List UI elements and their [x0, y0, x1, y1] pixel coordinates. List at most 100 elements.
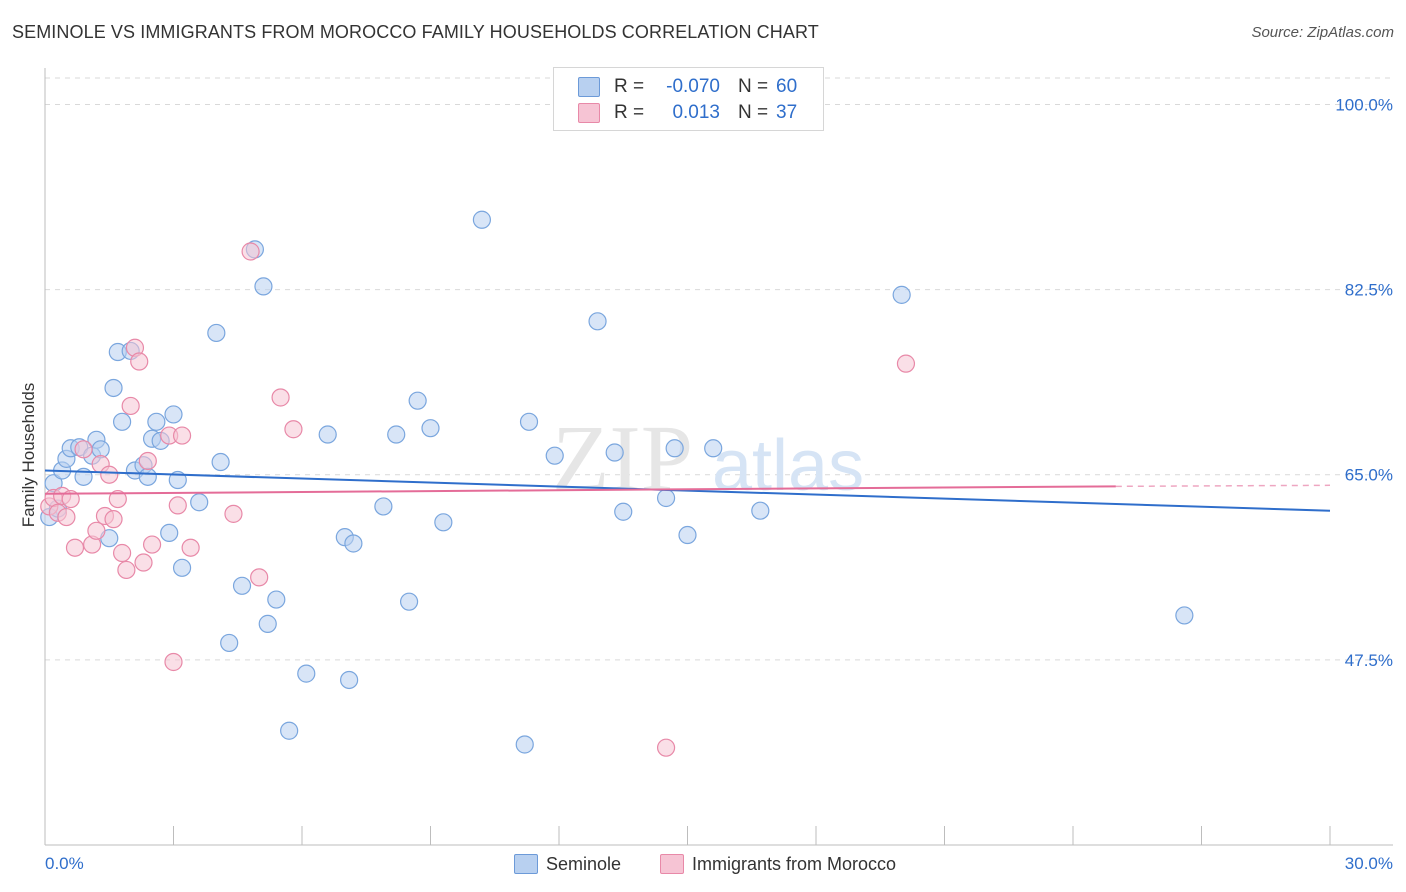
morocco-point: [656, 738, 676, 757]
seminole-point: [280, 721, 299, 740]
seminole-point: [545, 446, 564, 465]
morocco-point: [168, 496, 187, 515]
seminole-point: [220, 633, 239, 653]
morocco-point: [896, 354, 916, 373]
morocco-point: [134, 553, 153, 572]
r-label: R =: [614, 76, 645, 97]
seminole-r-value: -0.070: [666, 76, 720, 97]
morocco-trend-extension: [1115, 484, 1331, 488]
seminole-point: [515, 735, 534, 754]
seminole-point: [190, 493, 209, 512]
morocco-point: [181, 538, 200, 557]
seminole-point: [104, 378, 123, 398]
n-label: N =: [738, 102, 769, 123]
seminole-point: [318, 425, 337, 444]
morocco-trend-line: [44, 485, 1116, 495]
morocco-point: [142, 535, 162, 554]
morocco-point: [112, 543, 132, 563]
seminole-point: [892, 285, 911, 304]
x-tick-label: 0.0%: [45, 854, 84, 873]
morocco-point: [271, 388, 290, 407]
seminole-point: [147, 412, 166, 431]
morocco-point: [130, 352, 149, 371]
seminole-point: [588, 312, 607, 331]
seminole-point: [605, 443, 624, 462]
gridlines: [45, 77, 1393, 661]
morocco-point: [284, 420, 303, 439]
seminole-point: [472, 210, 491, 229]
seminole-point: [340, 670, 359, 690]
morocco-n-value: 37: [776, 102, 798, 123]
seminole-point: [434, 513, 453, 532]
seminole-point: [258, 614, 277, 633]
y-tick-label: 47.5%: [1345, 651, 1393, 670]
x-tick-label: 30.0%: [1345, 854, 1393, 873]
morocco-legend-label: Immigrants from Morocco: [692, 853, 897, 874]
morocco-point: [172, 426, 192, 445]
r-label: R =: [614, 102, 645, 123]
seminole-swatch: [514, 854, 538, 874]
seminole-point: [254, 277, 273, 296]
seminole-point: [665, 439, 684, 458]
seminole-point: [408, 391, 427, 410]
seminole-point: [751, 501, 770, 520]
seminole-point: [399, 592, 419, 611]
seminole-point: [211, 452, 230, 472]
morocco-point: [108, 489, 127, 509]
morocco-point: [138, 451, 157, 471]
morocco-point: [250, 568, 269, 587]
seminole-point: [704, 439, 723, 458]
tick-labels: 47.5% 65.0% 82.5% 100.0% 0.0% 30.0%: [45, 95, 1393, 873]
morocco-point: [164, 652, 183, 672]
morocco-swatch: [660, 854, 684, 874]
n-label: N =: [738, 76, 769, 97]
y-tick-label: 82.5%: [1345, 281, 1393, 300]
stats-legend: R = -0.070 N = 60 R = 0.013 N = 37: [553, 67, 824, 131]
seminole-point: [160, 523, 179, 543]
seminole-point: [164, 405, 183, 424]
source-label: Source: ZipAtlas.com: [1251, 24, 1394, 41]
morocco-point: [100, 465, 119, 484]
seminole-point: [374, 497, 393, 516]
morocco-r-value: 0.013: [672, 102, 720, 123]
morocco-point: [117, 560, 136, 580]
morocco-point: [65, 538, 85, 557]
seminole-point: [387, 425, 406, 444]
seminole-swatch: [578, 77, 600, 97]
morocco-swatch: [578, 103, 600, 123]
data-points: [40, 210, 1194, 757]
seminole-point: [232, 576, 252, 595]
seminole-point: [678, 525, 697, 545]
bottom-legend-seminole: Seminole: [514, 852, 621, 876]
seminole-point: [1175, 606, 1194, 625]
seminole-point: [112, 412, 132, 431]
seminole-point: [614, 502, 633, 521]
morocco-point: [57, 507, 76, 527]
morocco-point: [74, 440, 93, 459]
morocco-point: [61, 489, 80, 509]
seminole-point: [297, 664, 316, 683]
y-tick-label: 65.0%: [1345, 466, 1393, 485]
chart-title: SEMINOLE VS IMMIGRANTS FROM MOROCCO FAMI…: [12, 22, 819, 42]
seminole-point: [207, 323, 226, 343]
morocco-point: [87, 521, 106, 540]
seminole-point: [172, 558, 192, 577]
axes: [44, 68, 1393, 846]
morocco-point: [224, 504, 243, 523]
seminole-point: [138, 467, 157, 486]
seminole-trend-line: [44, 469, 1331, 512]
seminole-n-value: 60: [776, 76, 798, 97]
morocco-point: [121, 396, 140, 416]
seminole-point: [267, 590, 286, 609]
bottom-legend-morocco: Immigrants from Morocco: [660, 852, 896, 876]
morocco-point: [241, 242, 260, 261]
y-axis-label: Family Households: [19, 382, 38, 528]
seminole-legend-label: Seminole: [546, 853, 622, 874]
trend-lines: [44, 469, 1331, 512]
legend-row-seminole: R = -0.070 N = 60: [578, 75, 797, 99]
seminole-point: [656, 488, 676, 508]
legend-row-morocco: R = 0.013 N = 37: [578, 101, 797, 125]
y-tick-label: 100.0%: [1335, 95, 1393, 114]
seminole-point: [344, 534, 363, 553]
